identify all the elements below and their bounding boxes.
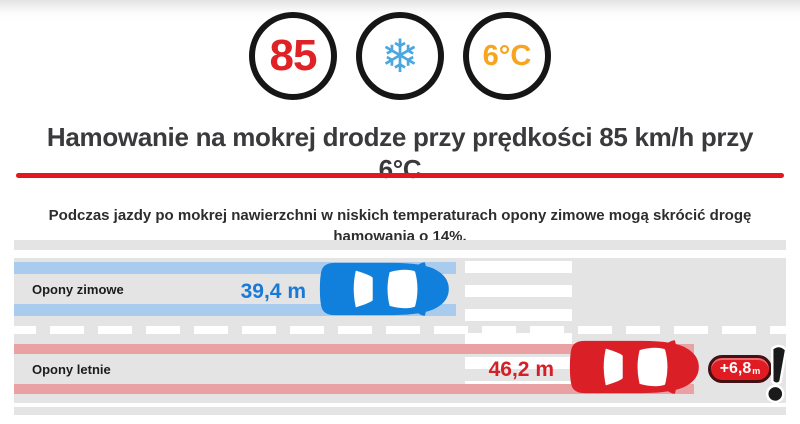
summer-car-icon (563, 336, 705, 398)
summer-corridor-bottom-stripe (14, 384, 694, 394)
summer-tires-label: Opony letnie (32, 362, 111, 377)
winter-tires-label: Opony zimowe (32, 282, 124, 297)
extra-distance-unit: m (752, 366, 761, 376)
winter-braking-distance: 39,4 m (240, 280, 306, 303)
temperature-badge: 6°C (463, 12, 551, 100)
condition-badges: 85 ❄ 6°C (0, 12, 800, 100)
summer-braking-distance: 46,2 m (488, 358, 554, 381)
speed-limit-value: 85 (269, 31, 318, 80)
winter-conditions-badge: ❄ (356, 12, 444, 100)
lane-divider-dashes (14, 326, 786, 334)
exclamation-icon (765, 344, 786, 403)
red-divider (16, 173, 784, 178)
subtitle-line1: Podczas jazdy po mokrej nawierzchni w ni… (48, 207, 752, 224)
road-edge-top (14, 240, 786, 250)
speed-limit-badge: 85 (249, 12, 337, 100)
road-edge-bottom (14, 407, 786, 415)
temperature-value: 6°C (482, 39, 532, 72)
road-surface: Opony zimowe Opony letnie 39,4 m 46,2 m … (14, 258, 786, 403)
snowflake-icon: ❄ (380, 30, 420, 82)
winter-car-icon (313, 258, 455, 320)
summer-corridor-top-stripe (14, 344, 694, 354)
extra-distance-value: +6,8 (719, 360, 752, 377)
extra-distance-badge: +6,8 m (708, 355, 772, 383)
page-title: Hamowanie na mokrej drodze przy prędkośc… (0, 121, 800, 185)
page-title-line1: Hamowanie na mokrej drodze przy prędkośc… (46, 122, 754, 153)
page-title-line2: 6°C (378, 154, 422, 185)
braking-diagram: Opony zimowe Opony letnie 39,4 m 46,2 m … (14, 240, 786, 415)
